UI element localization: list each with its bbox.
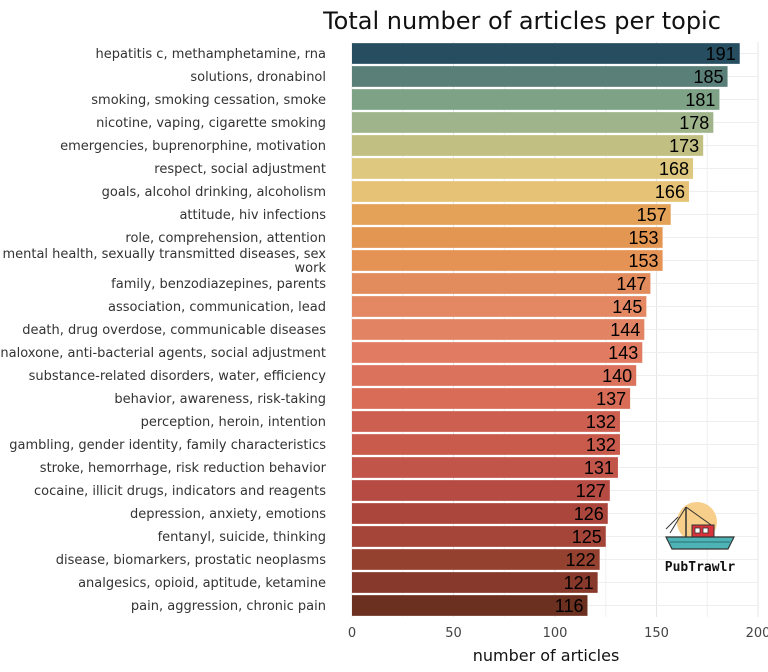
bar [352,135,704,156]
bar [352,296,647,317]
value-label: 116 [555,596,584,616]
value-label: 181 [685,90,715,110]
bar [352,411,620,432]
category-label: family, benzodiazepines, parents [111,277,326,292]
value-label: 125 [572,527,602,547]
value-label: 147 [616,274,646,294]
bar [352,595,588,616]
bar [352,388,631,409]
fishing-boat-icon [665,506,735,550]
x-tick-label: 50 [445,626,462,641]
bar [352,204,671,225]
logo: PubTrawlr [665,502,736,575]
category-label: attitude, hiv infections [179,208,326,223]
chart-title: Total number of articles per topic [322,7,721,35]
value-label: 153 [629,251,659,271]
bars [352,43,740,616]
category-label: smoking, smoking cessation, smoke [91,93,326,108]
category-label: hepatitis c, methamphetamine, rna [96,47,326,62]
value-label: 137 [596,389,626,409]
category-label: fentanyl, suicide, thinking [158,530,326,545]
x-axis-title: number of articles [473,646,620,665]
value-label: 168 [659,159,689,179]
category-label: behavior, awareness, risk-taking [114,392,326,407]
category-labels: hepatitis c, methamphetamine, rna solutio… [0,47,326,614]
x-tick-label: 100 [543,626,568,641]
bar [352,89,720,110]
value-label: 145 [612,297,642,317]
value-label: 126 [574,504,604,524]
bar [352,273,651,294]
value-labels: 191 185 181 178 173 168 166 157 153 153 147 145 144 1… [555,44,736,616]
value-label: 157 [637,205,667,225]
value-label: 144 [610,320,640,340]
value-label: 153 [629,228,659,248]
value-label: 166 [655,182,685,202]
category-label: solutions, dronabinol [190,70,326,85]
bar [352,526,606,547]
bar [352,572,598,593]
bar [352,457,618,478]
value-label: 185 [694,67,724,87]
category-label: nicotine, vaping, cigarette smoking [96,116,326,131]
category-label: disease, biomarkers, prostatic neoplasms [56,553,326,568]
category-label: stroke, hemorrhage, risk reduction behav… [40,461,327,476]
bar [352,250,663,271]
value-label: 143 [608,343,638,363]
category-label: respect, social adjustment [154,162,326,177]
bar [352,365,637,386]
value-label: 173 [669,136,699,156]
category-label: emergencies, buprenorphine, motivation [60,139,326,154]
category-label: analgesics, opioid, aptitude, ketamine [78,576,326,591]
bar [352,158,694,179]
category-label: mental health, sexually transmitted dise… [2,247,326,276]
bar [352,434,620,455]
x-tick-label: 200 [746,626,768,641]
value-label: 131 [584,458,614,478]
category-label: cocaine, illicit drugs, indicators and r… [34,484,326,499]
category-label: perception, heroin, intention [141,415,326,430]
bar [352,503,608,524]
value-label: 191 [706,44,736,64]
x-axis-ticks: 0 50 100 150 200 [348,626,768,641]
value-label: 132 [586,435,616,455]
logo-text: PubTrawlr [665,560,736,575]
value-label: 121 [564,573,594,593]
category-label: substance-related disorders, water, effi… [29,369,327,384]
value-label: 140 [602,366,632,386]
bar [352,43,740,64]
category-label: death, drug overdose, communicable disea… [22,323,326,338]
category-label: goals, alcohol drinking, alcoholism [102,185,326,200]
value-label: 127 [576,481,606,501]
bar [352,549,600,570]
x-tick-label: 0 [348,626,356,641]
x-tick-label: 150 [644,626,669,641]
category-label: association, communication, lead [108,300,326,315]
value-label: 132 [586,412,616,432]
bar [352,342,643,363]
bar [352,181,689,202]
bar [352,112,714,133]
category-label: gambling, gender identity, family charac… [9,438,326,453]
category-label: depression, anxiety, emotions [130,507,326,522]
category-label: naloxone, anti-bacterial agents, social … [0,346,326,361]
category-label: pain, aggression, chronic pain [131,599,326,614]
category-label: role, comprehension, attention [125,231,326,246]
value-label: 178 [679,113,709,133]
bar [352,319,645,340]
bar [352,227,663,248]
bar [352,480,610,501]
value-label: 122 [566,550,596,570]
bar [352,66,728,87]
